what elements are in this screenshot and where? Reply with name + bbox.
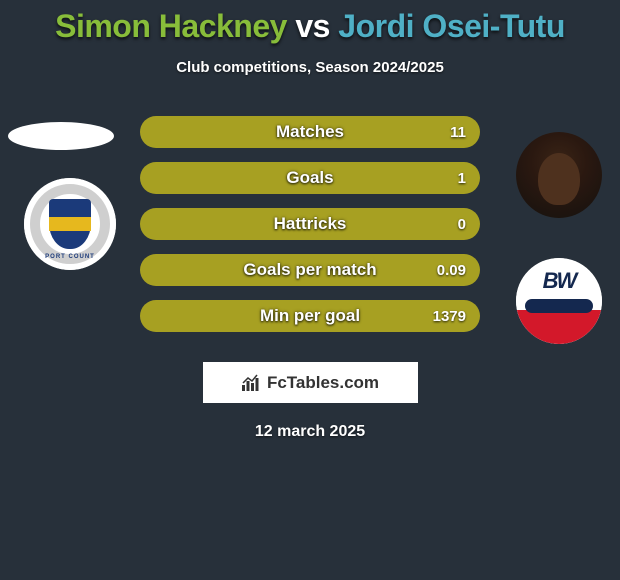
watermark: FcTables.com [203,362,418,403]
stat-bar: Goals per match 0.09 [140,254,480,286]
page-title: Simon Hackney vs Jordi Osei-Tutu [0,0,620,45]
stat-label: Goals per match [140,260,480,280]
title-vs: vs [287,8,338,44]
stat-label: Goals [140,168,480,188]
subtitle: Club competitions, Season 2024/2025 [0,59,620,76]
stat-bar: Min per goal 1379 [140,300,480,332]
title-player2: Jordi Osei-Tutu [338,8,565,44]
stat-bar: Hattricks 0 [140,208,480,240]
date: 12 march 2025 [0,423,620,441]
stat-value-right: 0 [458,216,466,233]
stat-label: Min per goal [140,306,480,326]
stat-label: Hattricks [140,214,480,234]
stat-value-right: 1379 [433,308,466,325]
stat-value-right: 11 [450,124,466,141]
stat-value-right: 0.09 [437,262,466,279]
watermark-text: FcTables.com [267,373,379,393]
chart-icon [241,374,261,392]
stat-bar: Goals 1 [140,162,480,194]
stat-bars: Matches 11 Goals 1 Hattricks 0 Goals per… [140,116,480,346]
title-player1: Simon Hackney [55,8,287,44]
stat-bar: Matches 11 [140,116,480,148]
stats-area: Matches 11 Goals 1 Hattricks 0 Goals per… [0,116,620,346]
stat-value-right: 1 [458,170,466,187]
stat-label: Matches [140,122,480,142]
